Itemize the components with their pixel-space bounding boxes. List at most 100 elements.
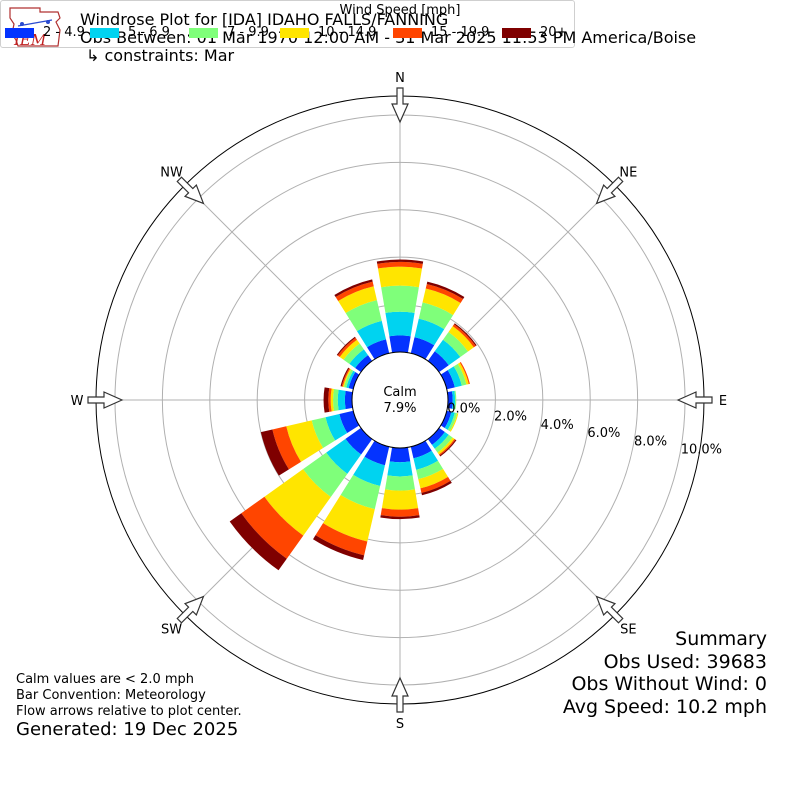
legend-label: 10 - 14.9 [318,25,377,40]
windrose-bar-segment [303,452,348,497]
summary-title: Summary [675,628,767,650]
windrose-bar-segment [420,476,451,493]
windrose-bar-segment [326,438,362,474]
legend-label: 15 - 19.9 [431,25,490,40]
windrose-bar-segment [333,388,339,412]
windrose-bar-segment [444,411,455,430]
windrose-bar-segment [341,368,351,387]
windrose-bar-segment [447,412,458,432]
windrose-bar-segment [453,363,467,386]
windrose-bar-segment [342,368,352,388]
windrose-bar-segment [438,438,456,456]
obs-used: Obs Used: 39683 [603,650,767,673]
windrose-bar-segment [338,286,377,314]
windrose-bar-segment [376,259,424,264]
windrose-bar-segment [457,362,469,385]
windrose-bar-segment [367,339,390,360]
windrose-bar-segment [330,388,334,412]
windrose-bar-segment [343,343,364,364]
windrose-bar-segment [334,279,373,297]
windrose-bar-segment [434,434,453,453]
flow-arrow-icon [176,176,205,205]
windrose-bar-segment [381,489,419,510]
windrose-bar-segment [343,369,354,388]
legend-title: Wind Speed [mph] [339,3,461,18]
windrose-bar-segment [413,450,438,470]
grid-spoke [184,184,367,367]
windrose-bar-segment [421,480,452,496]
windrose-bar-segment [447,366,462,388]
windrose-bar-segment [325,413,348,441]
windrose-bar-segment [443,331,469,357]
windrose-bar-segment [381,285,419,313]
windrose-bar-segment [336,336,356,356]
windrose-bar-segment [315,523,368,556]
legend-label: 2 - 4.9 [43,25,85,40]
windrose-bar-segment [328,388,332,412]
chart-title-block: Windrose Plot for [IDA] IDAHO FALLS/FANN… [80,11,696,65]
radial-tick-label: 10.0% [681,442,722,457]
windrose-bar-segment [452,390,456,410]
legend: Wind Speed [mph] 2 - 4.9 5 - 6.9 7 - 9.9… [0,0,575,48]
legend-item: 20+ [502,25,567,40]
windrose-bar-segment [323,494,375,542]
windrose-bar-segment [345,427,373,455]
flow-arrows-note: Flow arrows relative to plot center. [16,704,242,719]
calm-circle [351,351,449,449]
windrose-bar-segment [389,447,411,463]
compass-label: NW [160,166,183,181]
windrose-bar-segment [377,266,423,288]
legend-item: 7 - 9.9 [189,25,269,40]
chart-title: Windrose Plot for [IDA] IDAHO FALLS/FANN… [80,10,449,29]
windrose-bar-segment [339,339,360,360]
grid-spoke [433,433,616,616]
windrose-bar-segment [364,440,390,466]
windrose-bar-segment [313,535,365,560]
windrose-bar-segment [387,461,413,477]
windrose-bar-segment [427,427,445,445]
flow-arrow-icon [87,391,124,409]
windrose-bar-segment [339,410,360,433]
windrose-bar-segment [434,339,461,366]
radial-tick-label: 6.0% [587,426,620,441]
windrose-bar-segment [432,432,449,449]
legend-item: 2 - 4.9 [5,25,85,40]
flow-arrow-icon [595,595,624,624]
windrose-bar-segment [425,283,464,304]
flow-arrow-icon [595,176,624,205]
windrose-bar-segment [385,475,415,491]
windrose-bar-segment [241,496,304,559]
windrose-bar-segment [380,508,420,517]
windrose-bar-segment [389,335,411,353]
windrose-bar-segment [340,367,350,387]
windrose-bar-segment [311,417,336,449]
windrose-bar-segment [410,337,435,360]
compass-label: W [71,394,84,409]
windrose-bar-segment [459,362,470,385]
obs-period: Obs Between: 01 Mar 1970 12:00 AM - 31 M… [80,28,697,47]
windrose-bar-segment [410,440,432,459]
windrose-bar-segment [439,439,457,457]
windrose-bar-segment [414,318,445,346]
legend-swatch [5,27,34,38]
windrose-bar-segment [454,390,457,410]
radial-tick-label: 0.0% [447,401,480,416]
windrose-bar-segment [348,372,360,390]
windrose-bar-segment [377,261,423,269]
compass-label: N [395,71,405,86]
windrose-bar-segment [346,370,356,389]
compass-label: SW [161,622,182,637]
windrose-bar-segment [337,389,346,411]
windrose-bar-segment [264,469,331,536]
obs-without-wind: Obs Without Wind: 0 [571,673,767,695]
windrose-bar-segment [440,370,455,390]
windrose-bar-segment [345,300,382,332]
generated-date: Generated: 19 Dec 2025 [16,719,239,740]
windrose-bar-segment [335,281,374,301]
compass-label: E [719,394,727,409]
avg-speed: Avg Speed: 10.2 mph [562,695,767,718]
radial-tick-label: 2.0% [494,410,527,425]
windrose-bar-segment [449,413,459,432]
windrose-bar-segment [422,288,461,316]
